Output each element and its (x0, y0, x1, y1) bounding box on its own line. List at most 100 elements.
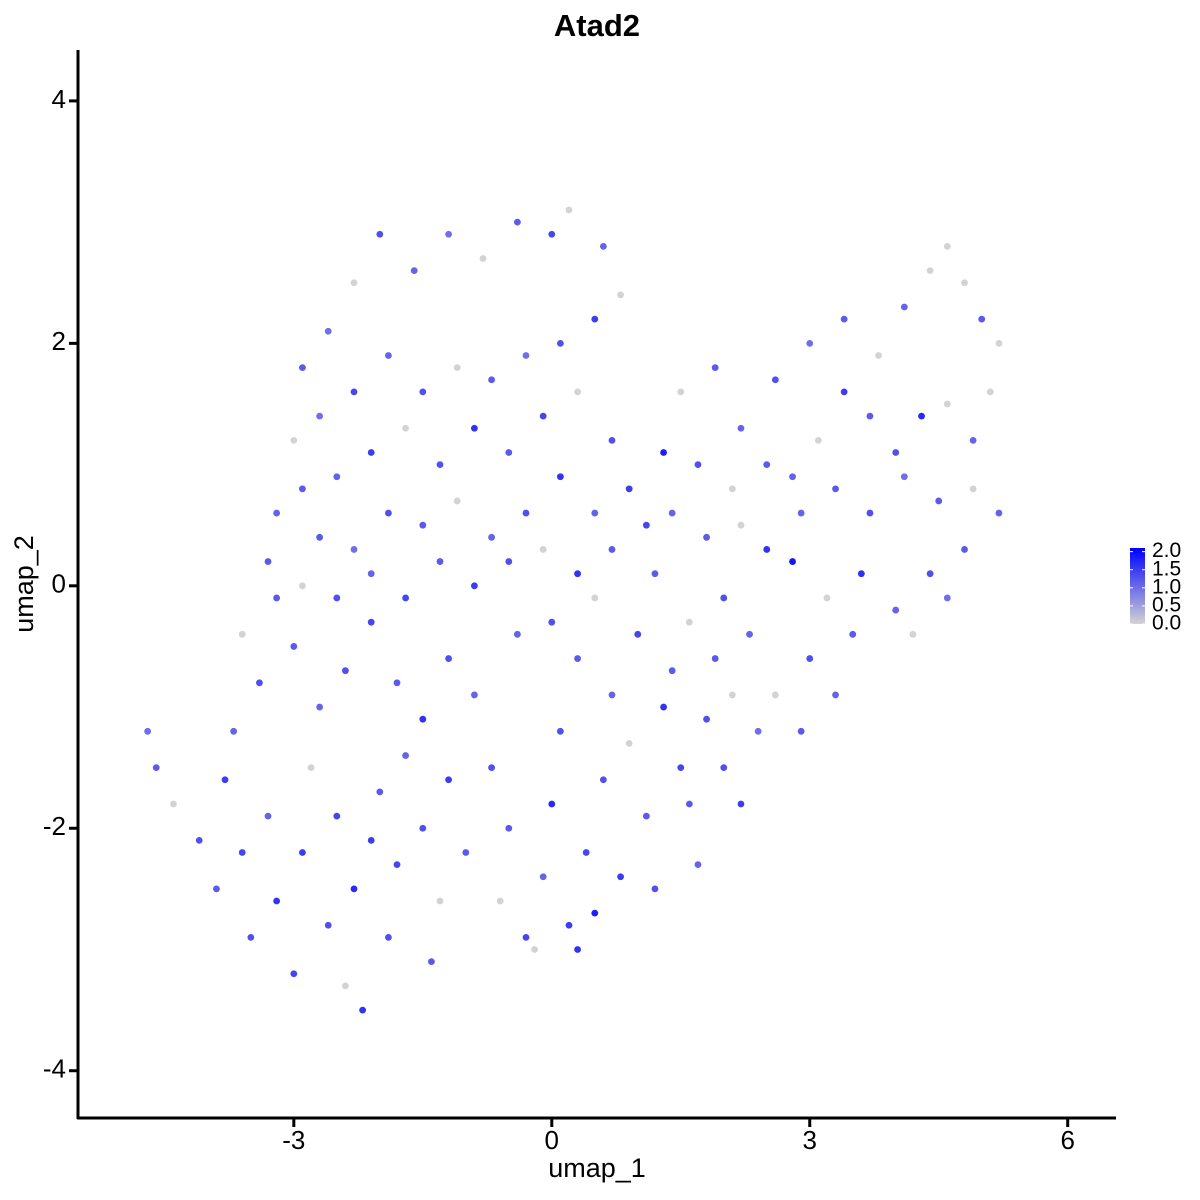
point (290, 436, 298, 444)
point (230, 727, 238, 735)
point (797, 727, 805, 735)
x-axis-label: umap_1 (548, 1153, 646, 1183)
point (617, 291, 624, 299)
x-tick-label: 0 (545, 1125, 559, 1155)
point (943, 242, 951, 250)
point (359, 1006, 367, 1014)
y-tick-label: 4 (52, 84, 66, 114)
point (737, 800, 745, 808)
point (608, 691, 616, 699)
point (591, 594, 599, 602)
point (548, 618, 556, 626)
point (789, 558, 796, 565)
point (789, 473, 796, 481)
point (152, 764, 160, 772)
point (522, 933, 530, 941)
point (892, 449, 900, 456)
point (531, 946, 538, 953)
point (488, 376, 495, 384)
point (694, 861, 702, 869)
point (238, 630, 246, 638)
point (746, 630, 753, 638)
point (539, 873, 547, 881)
point (556, 473, 564, 481)
point (273, 594, 281, 602)
point (488, 764, 495, 772)
point (264, 812, 272, 820)
point (617, 873, 624, 881)
y-tick-label: -2 (43, 811, 66, 841)
point (754, 727, 762, 735)
point (419, 824, 427, 832)
chart-title: Atad2 (554, 8, 640, 43)
point (342, 667, 349, 675)
point (677, 764, 685, 772)
point (445, 655, 453, 662)
point (316, 412, 324, 420)
point (445, 776, 453, 784)
point (806, 655, 814, 662)
point (591, 509, 599, 517)
point (299, 849, 306, 856)
point (548, 800, 556, 808)
point (634, 630, 642, 638)
point (961, 546, 968, 553)
colorbar-tick-label: 2.0 (1152, 539, 1181, 562)
point (367, 836, 375, 844)
y-axis-label: umap_2 (9, 535, 39, 633)
point (436, 897, 444, 905)
x-tick-label: -3 (282, 1125, 305, 1155)
point (840, 388, 848, 396)
colorbar-tick-label: 1.5 (1152, 557, 1181, 580)
point (385, 352, 392, 359)
point (892, 606, 900, 614)
point (470, 582, 478, 590)
point (720, 764, 728, 772)
point (969, 485, 977, 493)
x-tick-label: 3 (803, 1125, 817, 1155)
point (608, 436, 616, 444)
point (823, 594, 831, 602)
point (926, 267, 934, 275)
point (961, 279, 968, 287)
point (574, 570, 581, 578)
point (866, 509, 874, 517)
point (324, 327, 332, 335)
point (703, 533, 710, 541)
point (582, 849, 590, 856)
point (522, 509, 530, 517)
point (943, 400, 951, 408)
point (470, 424, 478, 432)
point (342, 982, 349, 990)
point (969, 436, 977, 444)
point (462, 849, 470, 856)
point (642, 812, 650, 820)
point (247, 933, 255, 941)
point (866, 412, 874, 420)
point (900, 303, 908, 311)
point (565, 921, 573, 929)
point (385, 509, 392, 517)
point (711, 655, 719, 662)
point (995, 509, 1003, 517)
point (324, 921, 332, 929)
point (651, 885, 659, 893)
point (539, 412, 547, 420)
point (660, 449, 667, 456)
point (350, 885, 358, 893)
point (221, 776, 229, 784)
point (875, 352, 882, 359)
point (599, 242, 607, 250)
point (393, 679, 401, 687)
point (299, 485, 306, 493)
point (703, 715, 710, 723)
point (213, 885, 220, 893)
point (840, 315, 848, 323)
point (419, 521, 427, 529)
point (849, 630, 857, 638)
point (728, 691, 736, 699)
point (943, 594, 951, 602)
colorbar-tick-label: 0.0 (1152, 612, 1181, 635)
point (144, 727, 152, 735)
